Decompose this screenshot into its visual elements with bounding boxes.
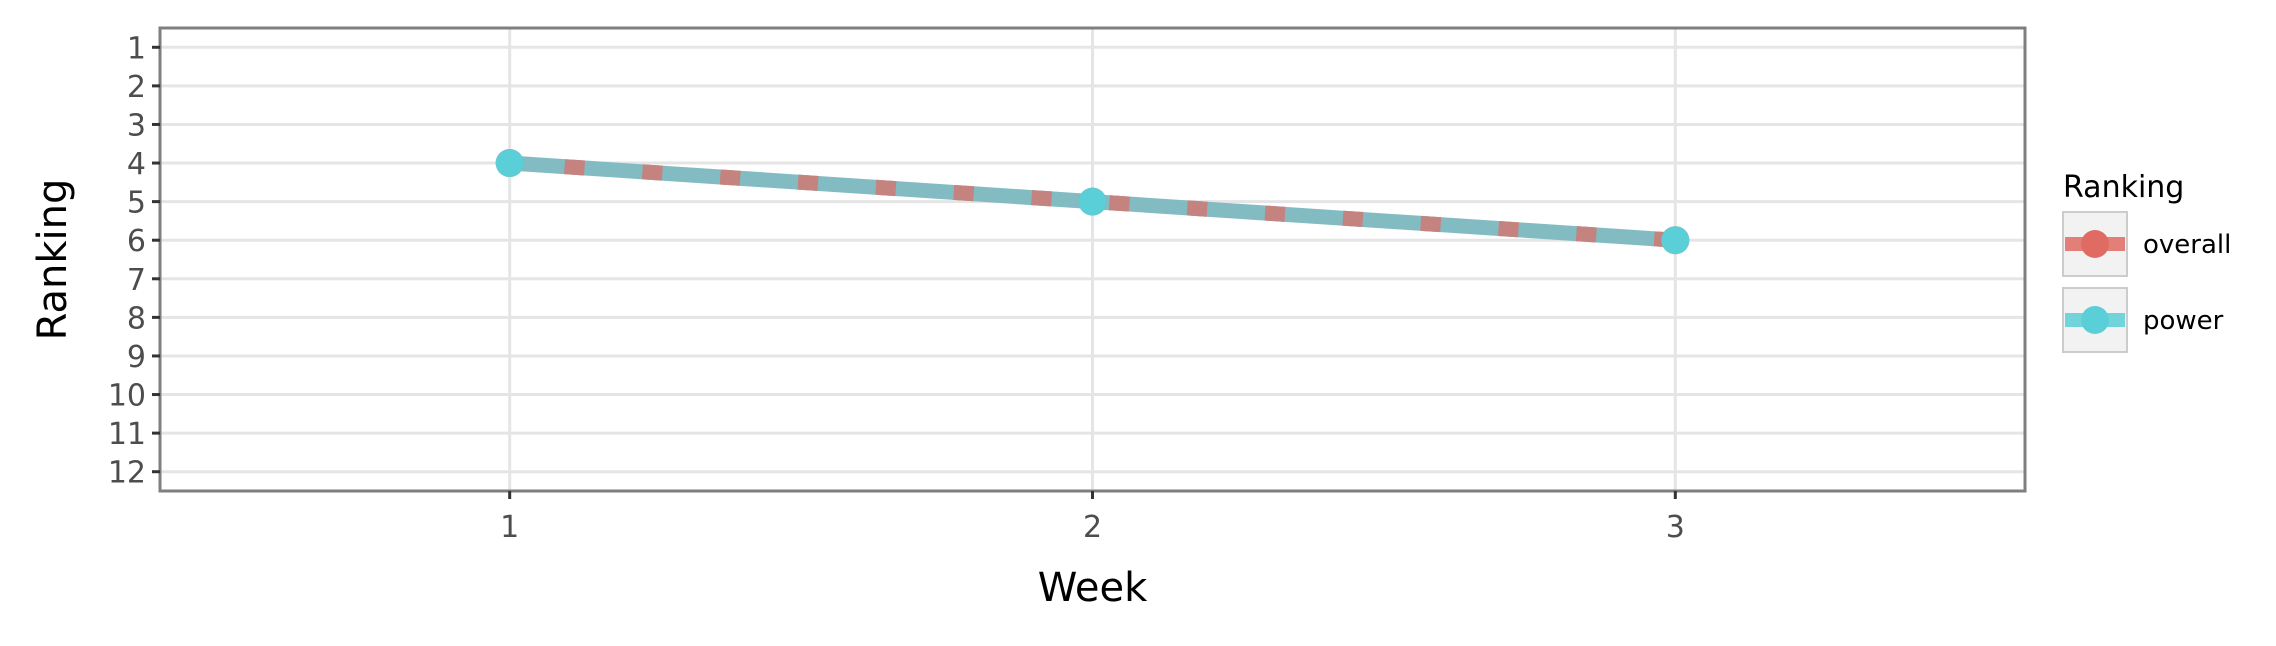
- y-tick-label: 2: [127, 70, 146, 105]
- y-tick-label: 3: [127, 108, 146, 143]
- y-tick-label: 11: [108, 417, 146, 452]
- legend: Ranking overall power: [2062, 170, 2231, 353]
- legend-key-point: [2081, 230, 2109, 258]
- legend-label-overall: overall: [2143, 230, 2231, 260]
- data-point-power: [495, 149, 524, 178]
- y-axis-title: Ranking: [30, 179, 76, 341]
- legend-item-overall: overall: [2062, 211, 2231, 277]
- y-tick-label: 9: [127, 340, 146, 375]
- y-tick-label: 5: [127, 186, 146, 221]
- legend-items: overall power: [2062, 211, 2231, 353]
- y-tick-label: 6: [127, 224, 146, 259]
- grid-lines: [160, 28, 2025, 491]
- legend-item-power: power: [2062, 287, 2224, 353]
- y-tick-label: 10: [108, 379, 146, 414]
- data-point-power: [1078, 187, 1107, 216]
- y-tick-label: 12: [108, 456, 146, 491]
- legend-title: Ranking: [2063, 170, 2184, 205]
- x-tick-label: 2: [1083, 510, 1102, 545]
- y-tick-label: 7: [127, 263, 146, 298]
- legend-key-point: [2081, 306, 2109, 334]
- data-point-power: [1661, 226, 1690, 255]
- x-tick-label: 3: [1666, 510, 1685, 545]
- y-tick-label: 4: [127, 147, 146, 182]
- series-points: [495, 149, 1690, 255]
- legend-label-power: power: [2143, 306, 2224, 336]
- y-tick-label: 1: [127, 31, 146, 66]
- x-axis: 1 2 3: [500, 491, 1685, 545]
- x-tick-label: 1: [500, 510, 519, 545]
- y-tick-label: 8: [127, 301, 146, 336]
- x-axis-title: Week: [1038, 565, 1148, 611]
